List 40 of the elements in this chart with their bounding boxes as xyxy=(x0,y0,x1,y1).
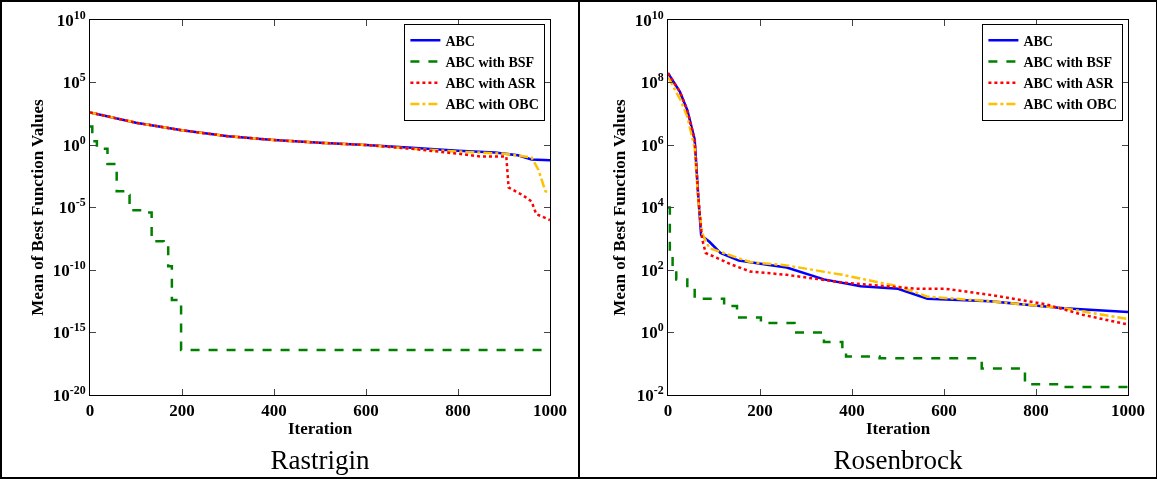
legend-label: ABC xyxy=(1023,33,1053,49)
legend-label: ABC with ASR xyxy=(1023,76,1115,92)
y-tick-label: 10$^{-2}$ xyxy=(636,382,664,405)
x-tick-label: 400 xyxy=(261,401,287,421)
y-tick-label: 10$^{0}$ xyxy=(640,320,664,343)
x-axis-title: Iteration xyxy=(865,418,931,438)
y-tick-label: 10$^{10}$ xyxy=(56,7,86,30)
legend-label: ABC with OBC xyxy=(445,97,539,113)
x-tick-label: 200 xyxy=(169,401,195,421)
x-tick-label: 400 xyxy=(839,401,865,421)
y-tick-label: 10$^{-15}$ xyxy=(52,320,86,343)
x-tick-label: 1000 xyxy=(533,401,567,421)
x-tick-label: 0 xyxy=(85,401,95,421)
y-tick-label: 10$^{6}$ xyxy=(640,132,664,155)
legend-label: ABC xyxy=(445,33,475,49)
y-axis-title: Mean of Best Function Values xyxy=(610,98,630,316)
legend-label: ABC with ASR xyxy=(445,76,537,92)
legend-label: ABC with BSF xyxy=(445,55,535,71)
legend-label: ABC with BSF xyxy=(1023,55,1113,71)
x-tick-label: 200 xyxy=(747,401,773,421)
text: Rosenbrock xyxy=(833,445,963,475)
x-tick-label: 800 xyxy=(1023,401,1049,421)
y-tick-label: 10$^{-10}$ xyxy=(52,257,86,280)
legend-label: ABC with OBC xyxy=(1023,97,1117,113)
x-tick-label: 1000 xyxy=(1111,401,1145,421)
y-tick-label: 10$^{0}$ xyxy=(62,132,86,155)
x-tick-label: 600 xyxy=(353,401,379,421)
x-axis-title: Iteration xyxy=(287,418,353,438)
y-tick-label: 10$^{8}$ xyxy=(640,70,664,93)
x-tick-label: 600 xyxy=(931,401,957,421)
y-tick-label: 10$^{5}$ xyxy=(62,70,86,93)
x-tick-label: 800 xyxy=(445,401,471,421)
y-tick-label: 10$^{-5}$ xyxy=(58,195,86,218)
y-tick-label: 10$^{-20}$ xyxy=(52,382,86,405)
y-tick-label: 10$^{2}$ xyxy=(640,257,664,280)
x-tick-label: 0 xyxy=(663,401,673,421)
y-axis-title: Mean of Best Function Values xyxy=(28,98,48,316)
y-tick-label: 10$^{10}$ xyxy=(634,7,664,30)
y-tick-label: 10$^{4}$ xyxy=(640,195,664,218)
text: Rastrigin xyxy=(270,445,370,475)
